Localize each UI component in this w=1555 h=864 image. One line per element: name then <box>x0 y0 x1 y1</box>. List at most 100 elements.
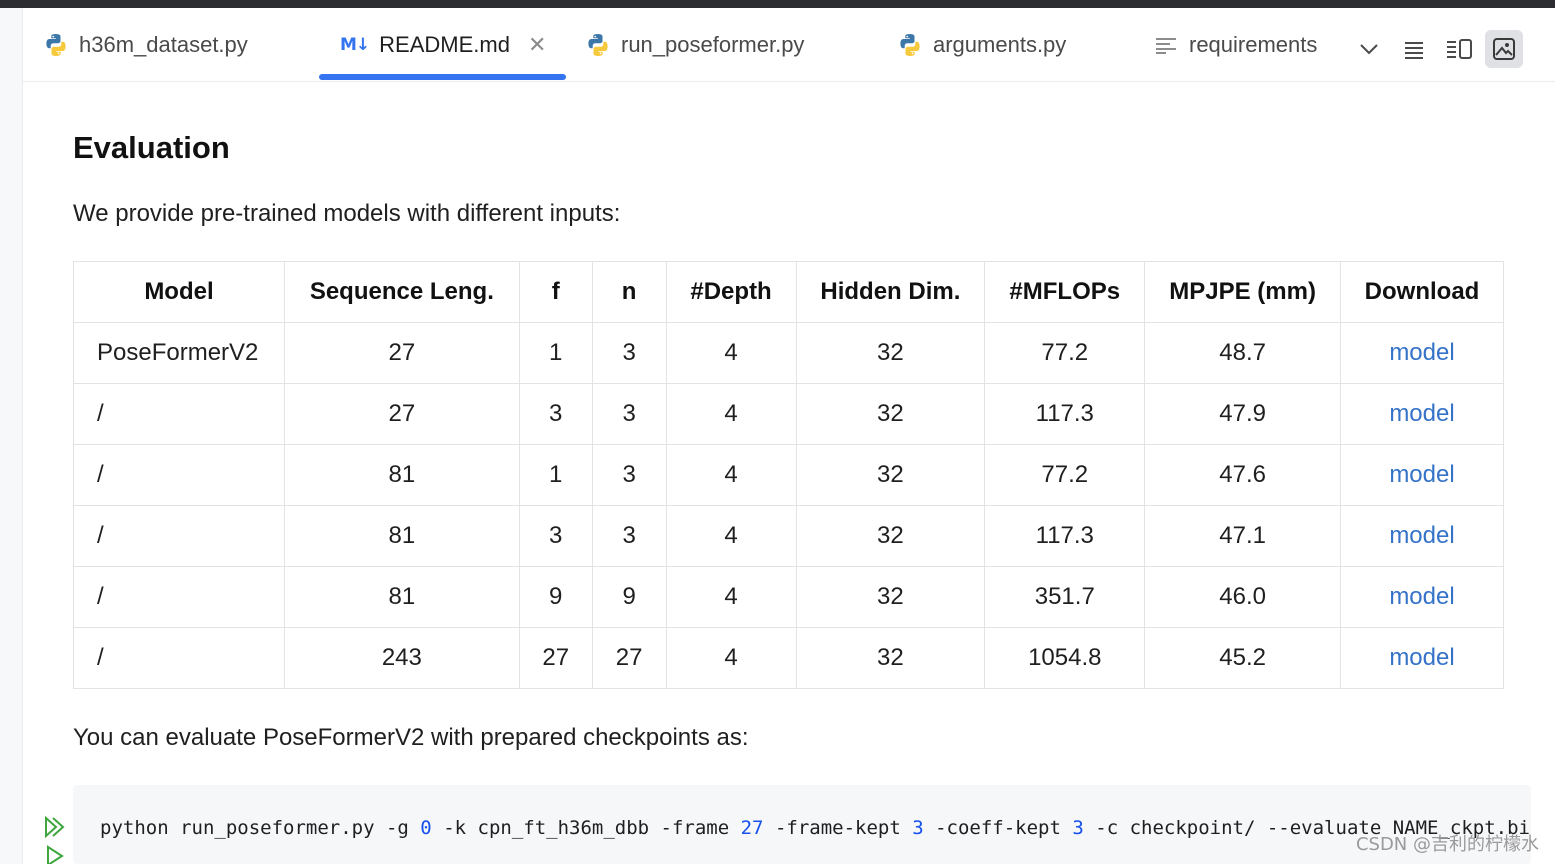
tab-label: requirements <box>1189 32 1318 57</box>
cell-mflops: 117.3 <box>984 505 1146 567</box>
tab-label: run_poseformer.py <box>621 32 805 57</box>
python-file-icon <box>588 34 608 56</box>
cell-model: / <box>73 444 285 506</box>
outro-paragraph: You can evaluate PoseFormerV2 with prepa… <box>73 724 749 751</box>
header-f: f <box>518 261 593 323</box>
editor-only-button[interactable] <box>1395 30 1433 68</box>
tab-label: arguments.py <box>933 32 1067 57</box>
cell-mflops: 77.2 <box>984 444 1146 506</box>
code-number: 3 <box>912 817 924 839</box>
cell-depth: 4 <box>665 444 797 506</box>
table-header-row: Model Sequence Leng. f n #Depth Hidden D… <box>73 261 1504 323</box>
code-number: 0 <box>420 817 432 839</box>
cell-f: 3 <box>518 383 593 445</box>
cell-hidden-dim: 32 <box>795 322 986 384</box>
cell-download: model <box>1340 322 1504 384</box>
preview-only-button[interactable] <box>1485 30 1523 68</box>
header-download: Download <box>1340 261 1504 323</box>
tab-requirements[interactable]: requirements <box>1155 8 1317 82</box>
code-token: -k cpn_ft_h36m_dbb -frame <box>431 817 741 839</box>
cell-f: 27 <box>518 627 593 689</box>
intro-paragraph: We provide pre-trained models with diffe… <box>73 200 621 227</box>
tab-label: h36m_dataset.py <box>79 32 248 57</box>
cell-hidden-dim: 32 <box>795 627 986 689</box>
editor-gutter <box>0 8 23 864</box>
cell-depth: 4 <box>665 627 797 689</box>
editor-and-preview-icon <box>1447 39 1472 59</box>
code-token: -coeff-kept <box>923 817 1073 839</box>
run-icon[interactable] <box>43 844 67 864</box>
cell-mflops: 117.3 <box>984 383 1146 445</box>
python-file-icon <box>46 34 66 56</box>
cell-mflops: 351.7 <box>984 566 1146 628</box>
table-row: / 81 1 3 4 32 77.2 47.6 model <box>73 444 1504 506</box>
cell-model: PoseFormerV2 <box>73 322 285 384</box>
model-download-link[interactable]: model <box>1389 583 1455 610</box>
code-token: python run_poseformer.py -g <box>100 817 421 839</box>
run-all-icon[interactable] <box>43 815 67 839</box>
cell-download: model <box>1340 444 1504 506</box>
cell-sequence-length: 81 <box>283 505 520 567</box>
header-sequence-length: Sequence Leng. <box>283 261 520 323</box>
model-download-link[interactable]: model <box>1389 339 1455 366</box>
code-token: -c checkpoint/ --evaluate NAME_ckpt.bin <box>1083 817 1531 839</box>
table-row: / 81 9 9 4 32 351.7 46.0 model <box>73 566 1504 628</box>
watermark: CSDN @吉利的柠檬水 <box>1355 834 1539 855</box>
cell-sequence-length: 81 <box>283 444 520 506</box>
header-hidden-dim: Hidden Dim. <box>795 261 986 323</box>
cell-n: 3 <box>591 322 667 384</box>
cell-model: / <box>73 383 285 445</box>
cell-n: 3 <box>591 444 667 506</box>
cell-sequence-length: 27 <box>283 383 520 445</box>
tab-h36m-dataset[interactable]: h36m_dataset.py <box>43 8 248 82</box>
close-icon[interactable]: ✕ <box>527 32 547 58</box>
tab-label: README.md <box>379 32 510 57</box>
code-block[interactable]: python run_poseformer.py -g 0 -k cpn_ft_… <box>73 785 1531 864</box>
table-row: PoseFormerV2 27 1 3 4 32 77.2 48.7 model <box>73 322 1504 384</box>
table-row: / 243 27 27 4 32 1054.8 45.2 model <box>73 627 1504 689</box>
cell-download: model <box>1340 566 1504 628</box>
tabs-dropdown-button[interactable] <box>1350 30 1388 68</box>
section-heading: Evaluation <box>73 130 230 165</box>
cell-model: / <box>73 627 285 689</box>
header-mpjpe: MPJPE (mm) <box>1144 261 1342 323</box>
cell-mpjpe: 45.2 <box>1144 627 1342 689</box>
cell-model: / <box>73 505 285 567</box>
model-download-link[interactable]: model <box>1389 644 1455 671</box>
cell-depth: 4 <box>665 322 797 384</box>
code-token: -frame-kept <box>763 817 913 839</box>
cell-n: 3 <box>591 505 667 567</box>
window-top-bar <box>0 0 1555 8</box>
cell-hidden-dim: 32 <box>795 566 986 628</box>
model-download-link[interactable]: model <box>1389 522 1455 549</box>
cell-depth: 4 <box>665 566 797 628</box>
cell-sequence-length: 243 <box>283 627 520 689</box>
editor-and-preview-button[interactable] <box>1440 30 1478 68</box>
cell-depth: 4 <box>665 505 797 567</box>
cell-model: / <box>73 566 285 628</box>
models-table: Model Sequence Leng. f n #Depth Hidden D… <box>73 261 1504 689</box>
cell-f: 3 <box>518 505 593 567</box>
chevron-down-icon <box>1360 44 1378 55</box>
cell-n: 9 <box>591 566 667 628</box>
cell-n: 27 <box>591 627 667 689</box>
cell-mpjpe: 47.9 <box>1144 383 1342 445</box>
cell-f: 1 <box>518 444 593 506</box>
python-file-icon <box>900 34 920 56</box>
tab-readme[interactable]: M↓ README.md ✕ <box>340 8 546 82</box>
cell-sequence-length: 81 <box>283 566 520 628</box>
editor-tab-bar: h36m_dataset.py M↓ README.md ✕ run_posef… <box>23 8 1555 82</box>
model-download-link[interactable]: model <box>1389 400 1455 427</box>
model-download-link[interactable]: model <box>1389 461 1455 488</box>
preview-only-icon <box>1493 38 1515 60</box>
cell-download: model <box>1340 505 1504 567</box>
code-number: 3 <box>1072 817 1084 839</box>
tab-arguments[interactable]: arguments.py <box>897 8 1066 82</box>
markdown-file-icon: M↓ <box>340 35 370 55</box>
table-row: / 27 3 3 4 32 117.3 47.9 model <box>73 383 1504 445</box>
cell-hidden-dim: 32 <box>795 383 986 445</box>
cell-download: model <box>1340 383 1504 445</box>
code-line: python run_poseformer.py -g 0 -k cpn_ft_… <box>100 817 1531 839</box>
tab-run-poseformer[interactable]: run_poseformer.py <box>585 8 804 82</box>
header-depth: #Depth <box>665 261 797 323</box>
